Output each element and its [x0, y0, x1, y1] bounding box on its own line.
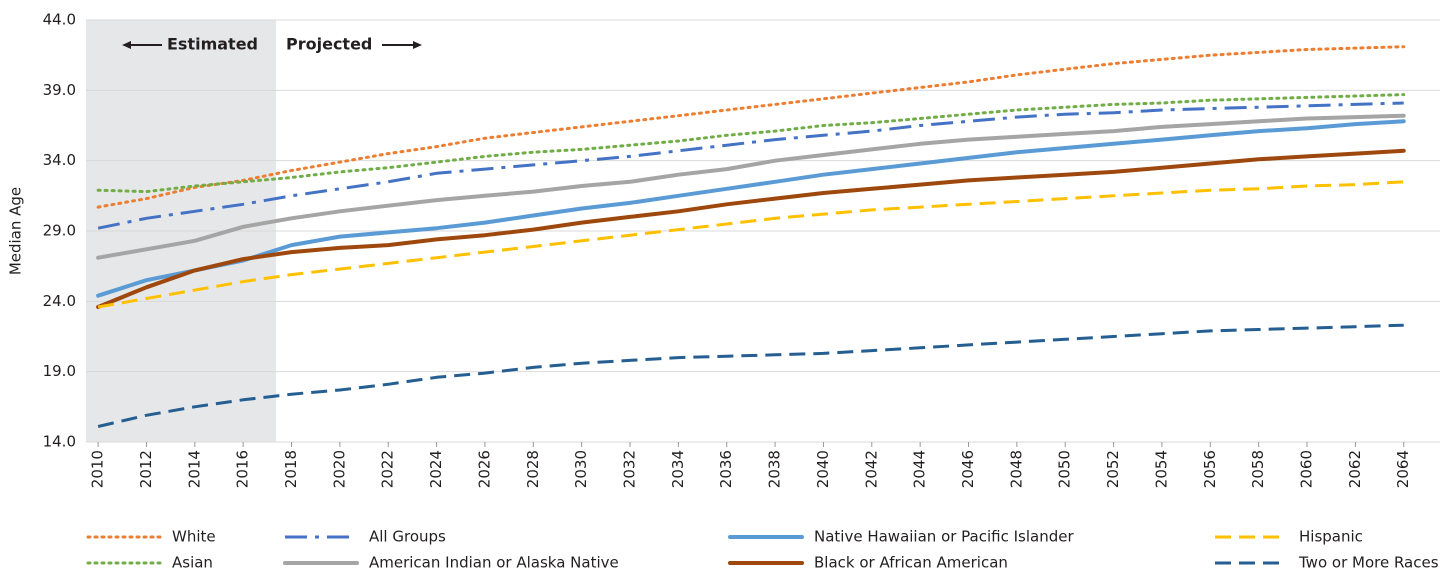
- y-tick-label: 24.0: [43, 292, 76, 310]
- series-line: [97, 180, 1404, 309]
- legend-label: Native Hawaiian or Pacific Islander: [814, 528, 1074, 546]
- x-tick-label: 2062: [1346, 450, 1364, 488]
- x-tick-label: 2028: [524, 450, 542, 488]
- legend-label: Two or More Races: [1298, 554, 1439, 572]
- x-tick-label: 2020: [330, 450, 348, 488]
- y-tick-label: 44.0: [43, 11, 76, 29]
- legend-label: White: [172, 528, 216, 546]
- y-tick-label: 34.0: [43, 151, 76, 169]
- annotation: Projected: [286, 35, 372, 54]
- x-tick-label: 2052: [1104, 450, 1122, 488]
- legend-label: All Groups: [369, 528, 446, 546]
- y-tick-label: 14.0: [43, 433, 76, 451]
- series-line: [96, 148, 1406, 309]
- x-tick-label: 2064: [1394, 450, 1412, 488]
- y-tick-label: 19.0: [43, 362, 76, 380]
- series-line: [97, 323, 1404, 428]
- x-tick-label: 2046: [959, 450, 977, 488]
- y-tick-label: 39.0: [43, 81, 76, 99]
- x-tick-label: 2042: [862, 450, 880, 488]
- legend-label: Asian: [172, 554, 213, 572]
- x-tick-label: 2060: [1298, 450, 1316, 488]
- x-tick-label: 2050: [1056, 450, 1074, 488]
- x-tick-label: 2024: [427, 450, 445, 488]
- x-tick-label: 2034: [669, 450, 687, 488]
- x-tick-label: 2048: [1007, 450, 1025, 488]
- x-tick-label: 2010: [89, 450, 107, 488]
- x-tick-label: 2032: [621, 450, 639, 488]
- y-tick-label: 29.0: [43, 222, 76, 240]
- x-tick-label: 2058: [1249, 450, 1267, 488]
- legend-label: American Indian or Alaska Native: [369, 554, 619, 572]
- x-tick-label: 2054: [1152, 450, 1170, 488]
- x-tick-label: 2018: [282, 450, 300, 488]
- x-tick-label: 2026: [475, 450, 493, 488]
- x-tick-label: 2016: [234, 450, 252, 488]
- x-tick-label: 2056: [1201, 450, 1219, 488]
- series-line: [96, 113, 1406, 260]
- x-tick-label: 2040: [814, 450, 832, 488]
- series-line: [96, 119, 1406, 298]
- legend-label: Black or African American: [814, 554, 1008, 572]
- series-line: [96, 93, 1406, 194]
- x-tick-label: 2036: [717, 450, 735, 488]
- x-tick-label: 2030: [572, 450, 590, 488]
- x-tick-label: 2012: [137, 450, 155, 488]
- y-axis-label: Median Age: [7, 187, 25, 275]
- x-tick-label: 2022: [379, 450, 397, 488]
- annotation: Estimated: [167, 35, 258, 54]
- legend-label: Hispanic: [1299, 528, 1363, 546]
- series-line: [96, 45, 1406, 209]
- x-tick-label: 2014: [185, 450, 203, 488]
- series-line: [97, 101, 1404, 230]
- x-tick-label: 2044: [911, 450, 929, 488]
- arrows: [122, 41, 422, 49]
- x-tick-label: 2038: [766, 450, 784, 488]
